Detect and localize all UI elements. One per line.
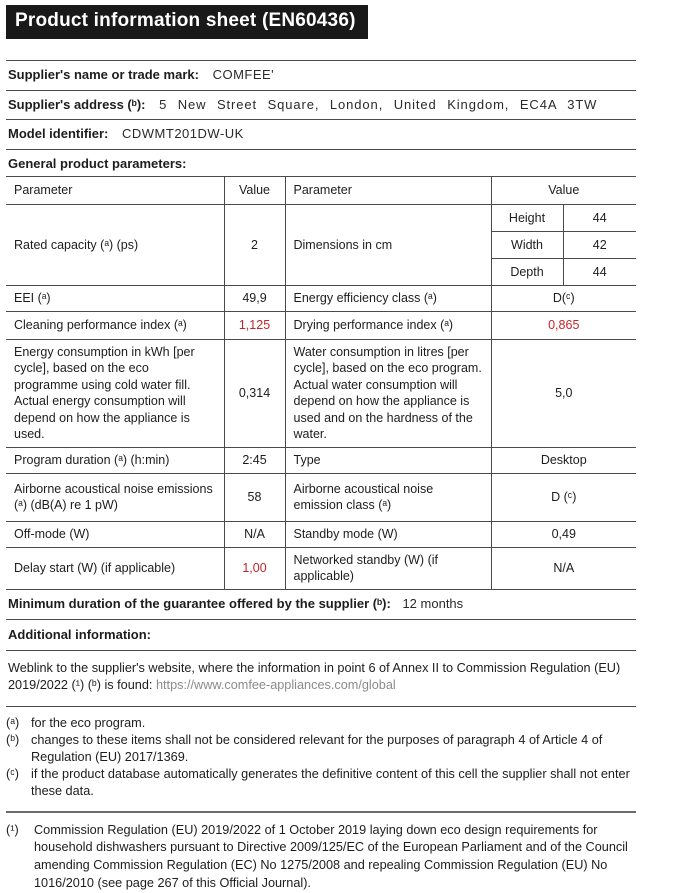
table-header-row: Parameter Value Parameter Value: [6, 175, 637, 205]
footnote-b-text: changes to these items shall not be cons…: [31, 732, 603, 765]
dimensions-param: Dimensions in cm: [284, 203, 491, 286]
footnote-b-marker: (ᵇ): [6, 732, 20, 747]
header-value-left: Value: [223, 175, 285, 205]
off-mode-value: N/A: [223, 520, 285, 548]
table-row: EEI (ᵃ) 49,9 Energy efficiency class (ᵃ)…: [6, 284, 637, 312]
table-row: Cleaning performance index (ᵃ) 1,125 Dry…: [6, 310, 637, 340]
table-row: Off-mode (W) N/A Standby mode (W) 0,49: [6, 520, 637, 548]
networked-standby-value: N/A: [490, 546, 637, 590]
water-consumption-param: Water consumption in litres [per cycle],…: [284, 338, 491, 448]
table-row: Airborne acoustical noise emissions (ᵃ) …: [6, 472, 637, 522]
supplier-info-block: Supplier's name or trade mark: COMFEE' S…: [6, 60, 636, 150]
noise-class-value: D (ᶜ): [490, 472, 637, 522]
cleaning-index-value: 1,125: [223, 310, 285, 340]
rated-capacity-param: Rated capacity (ᵃ) (ps): [6, 203, 224, 286]
dimension-width-value: 42: [562, 230, 637, 259]
type-param: Type: [284, 446, 491, 474]
drying-index-param: Drying performance index (ᵃ): [284, 310, 491, 340]
footnote-b: (ᵇ) changes to these items shall not be …: [6, 732, 636, 766]
table-row: Delay start (W) (if applicable) 1,00 Net…: [6, 546, 637, 590]
footnote-a-marker: (ᵃ): [6, 715, 20, 730]
noise-emissions-value: 58: [223, 472, 285, 522]
type-value: Desktop: [490, 446, 637, 474]
header-parameter-left: Parameter: [6, 175, 224, 205]
table-row: Width 42: [6, 230, 637, 259]
header-value-right: Value: [490, 175, 637, 205]
energy-class-param: Energy efficiency class (ᵃ): [284, 284, 491, 312]
guarantee-value: 12 months: [402, 595, 464, 611]
supplier-name-value: COMFEE': [212, 67, 275, 82]
footnote-c-text: if the product database automatically ge…: [31, 767, 630, 799]
supplier-address-row: Supplier's address (ᵇ): 5 New Street Squ…: [6, 89, 636, 120]
energy-class-value: D(ᶜ): [490, 284, 637, 312]
noise-class-param: Airborne acoustical noise emission class…: [284, 472, 491, 522]
standby-mode-param: Standby mode (W): [284, 520, 491, 548]
eei-param: EEI (ᵃ): [6, 284, 224, 312]
rated-capacity-value: 2: [223, 203, 285, 286]
delay-start-param: Delay start (W) (if applicable): [6, 546, 224, 590]
dimension-depth-value: 44: [562, 257, 637, 286]
regulation-note: (¹) Commission Regulation (EU) 2019/2022…: [6, 813, 636, 893]
weblink-text: Weblink to the supplier's website, where…: [8, 660, 621, 693]
weblink-url[interactable]: https://www.comfee-appliances.com/global: [155, 678, 396, 693]
supplier-name-row: Supplier's name or trade mark: COMFEE': [6, 60, 636, 90]
drying-index-value: 0,865: [490, 310, 637, 340]
header-parameter-right: Parameter: [284, 175, 491, 205]
footnote-a-text: for the eco program.: [31, 715, 146, 730]
general-parameters-table: Parameter Value Parameter Value Rated ca…: [6, 175, 637, 590]
footnote-c-marker: (ᶜ): [6, 767, 19, 782]
dimension-height-value: 44: [562, 203, 637, 232]
guarantee-label: Minimum duration of the guarantee offere…: [8, 595, 391, 611]
eei-value: 49,9: [223, 284, 285, 312]
model-identifier-row: Model identifier: CDWMT201DW-UK: [6, 119, 636, 149]
dimension-depth-label: Depth: [490, 257, 563, 286]
water-consumption-value: 5,0: [490, 338, 637, 448]
table-row: Energy consumption in kWh [per cycle], b…: [6, 338, 637, 448]
energy-consumption-param: Energy consumption in kWh [per cycle], b…: [6, 338, 224, 448]
model-identifier-value: CDWMT201DW-UK: [122, 126, 244, 142]
supplier-address-label: Supplier's address (ᵇ):: [8, 96, 146, 112]
networked-standby-param: Networked standby (W) (if applicable): [284, 546, 491, 590]
table-row: Rated capacity (ᵃ) (ps) 2 Dimensions in …: [6, 203, 637, 286]
supplier-name-label: Supplier's name or trade mark:: [8, 67, 199, 82]
noise-emissions-param: Airborne acoustical noise emissions (ᵃ) …: [6, 472, 224, 522]
weblink-block: Weblink to the supplier's website, where…: [6, 651, 636, 707]
model-identifier-label: Model identifier:: [8, 126, 109, 142]
program-duration-value: 2:45: [223, 446, 285, 474]
supplier-address-value: 5 New Street Square, London, United King…: [159, 96, 598, 112]
footnotes-block: (ᵃ) for the eco program. (ᵇ) changes to …: [6, 707, 636, 813]
regulation-note-text: Commission Regulation (EU) 2019/2022 of …: [34, 822, 628, 890]
dimension-width-label: Width: [490, 230, 563, 259]
table-row: Program duration (ᵃ) (h:min) 2:45 Type D…: [6, 446, 637, 474]
page-title: Product information sheet (EN60436): [6, 5, 368, 39]
cleaning-index-param: Cleaning performance index (ᵃ): [6, 310, 224, 340]
energy-consumption-value: 0,314: [223, 338, 285, 448]
delay-start-value: 1,00: [223, 546, 285, 590]
footnote-c: (ᶜ) if the product database automaticall…: [6, 766, 636, 800]
program-duration-param: Program duration (ᵃ) (h:min): [6, 446, 224, 474]
page-title-text: Product information sheet (EN60436): [15, 10, 356, 31]
standby-mode-value: 0,49: [490, 520, 637, 548]
off-mode-param: Off-mode (W): [6, 520, 224, 548]
footnote-a: (ᵃ) for the eco program.: [6, 715, 636, 732]
general-parameters-heading: General product parameters:: [8, 155, 187, 171]
additional-information-heading: Additional information:: [6, 620, 636, 651]
dimension-height-label: Height: [490, 203, 563, 232]
guarantee-row: Minimum duration of the guarantee offere…: [6, 590, 636, 620]
regulation-note-marker: (¹): [6, 822, 19, 837]
